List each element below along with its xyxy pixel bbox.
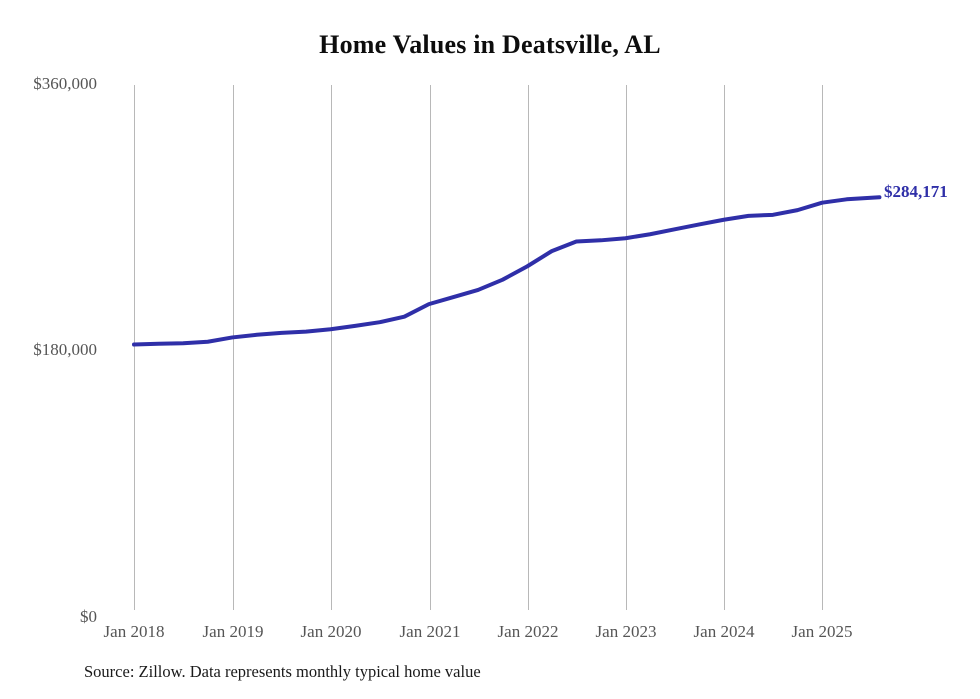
gridline-jan-2021 [430, 85, 431, 610]
gridline-jan-2019 [233, 85, 234, 610]
xtick-label-jan-2024: Jan 2024 [693, 622, 755, 641]
xtick-label-jan-2023: Jan 2023 [595, 622, 657, 641]
source-note: Source: Zillow. Data represents monthly … [84, 662, 481, 681]
ytick-label-0: $0 [80, 607, 97, 626]
end-value-label: $284,171 [884, 182, 948, 201]
xtick-label-jan-2025: Jan 2025 [791, 622, 853, 641]
xtick-label-jan-2018: Jan 2018 [103, 622, 165, 641]
gridline-jan-2025 [822, 85, 823, 610]
ytick-label-360000: $360,000 [33, 74, 97, 93]
ytick-label-180000: $180,000 [33, 340, 97, 359]
gridline-jan-2020 [331, 85, 332, 610]
xtick-label-jan-2020: Jan 2020 [300, 622, 362, 641]
xtick-label-jan-2022: Jan 2022 [497, 622, 559, 641]
xtick-label-jan-2019: Jan 2019 [202, 622, 264, 641]
xtick-label-jan-2021: Jan 2021 [399, 622, 461, 641]
gridline-jan-2024 [724, 85, 725, 610]
chart-title: Home Values in Deatsville, AL [319, 30, 661, 59]
gridline-jan-2018 [134, 85, 135, 610]
gridline-jan-2023 [626, 85, 627, 610]
gridline-jan-2022 [528, 85, 529, 610]
home-value-line [132, 195, 882, 347]
